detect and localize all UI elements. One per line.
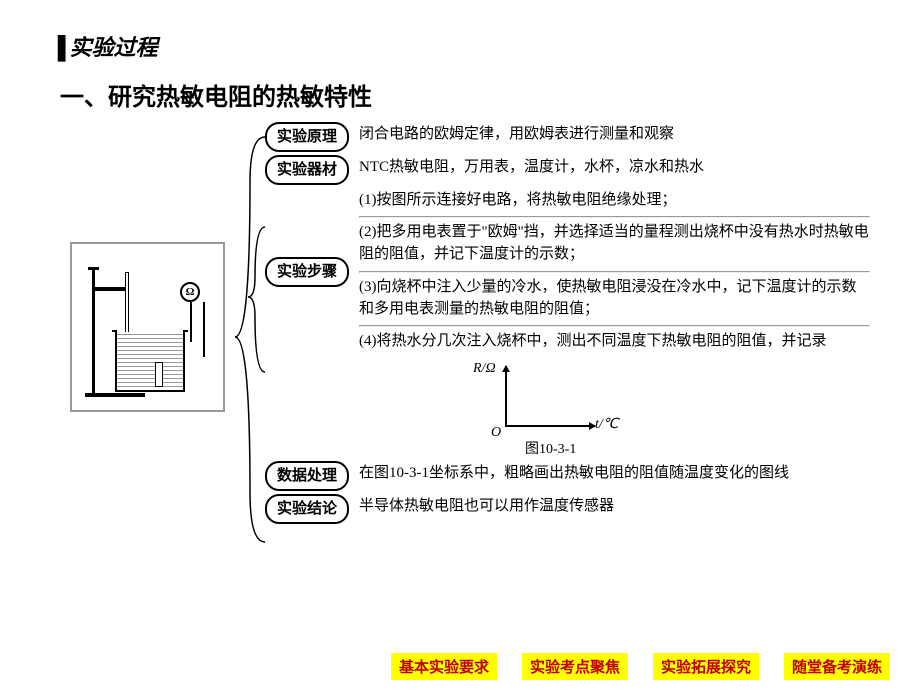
step-item: (1)按图所示连接好电路，将热敏电阻绝缘处理；: [359, 188, 870, 215]
resistor-icon: [155, 362, 163, 387]
conclusion-text: 半导体热敏电阻也可以用作温度传感器: [359, 494, 870, 518]
principle-text: 闭合电路的欧姆定律，用欧姆表进行测量和观察: [359, 122, 870, 146]
equipment-row: 实验器材 NTC热敏电阻，万用表，温度计，水杯，凉水和热水: [265, 155, 870, 185]
main-title: 一、研究热敏电阻的热敏特性: [60, 77, 870, 112]
nav-basic[interactable]: 基本实验要求: [391, 653, 497, 680]
conclusion-label: 实验结论: [265, 494, 349, 524]
nav-practice[interactable]: 随堂备考演练: [784, 653, 890, 680]
section-title: 实验过程: [70, 35, 158, 60]
processing-row: 数据处理 在图10-3-1坐标系中，粗略画出热敏电阻的阻值随温度变化的图线: [265, 461, 870, 491]
origin-label: O: [491, 425, 501, 441]
ohmmeter-icon: Ω: [180, 282, 200, 302]
principle-row: 实验原理 闭合电路的欧姆定律，用欧姆表进行测量和观察: [265, 122, 870, 152]
equipment-text: NTC热敏电阻，万用表，温度计，水杯，凉水和热水: [359, 155, 870, 179]
step-item: (3)向烧杯中注入少量的冷水，使热敏电阻浸没在冷水中，记下温度计的示数和多用电表…: [359, 275, 870, 324]
figure-label: 图10-3-1: [525, 438, 576, 458]
nav-focus[interactable]: 实验考点聚焦: [522, 653, 628, 680]
section-header: ▐实验过程: [50, 30, 870, 62]
steps-row: 实验步骤 (1)按图所示连接好电路，将热敏电阻绝缘处理； (2)把多用电表置于"…: [265, 188, 870, 357]
y-axis-label: R/Ω: [473, 361, 496, 377]
apparatus-diagram: Ω: [70, 242, 250, 527]
principle-label: 实验原理: [265, 122, 349, 152]
x-axis-label: t/℃: [595, 416, 619, 433]
conclusion-row: 实验结论 半导体热敏电阻也可以用作温度传感器: [265, 494, 870, 524]
nav-explore[interactable]: 实验拓展探究: [653, 653, 759, 680]
section-marker: ▐: [50, 35, 66, 60]
processing-label: 数据处理: [265, 461, 349, 491]
step-item: (2)把多用电表置于"欧姆"挡，并选择适当的量程测出烧杯中没有热水时热敏电阻的阻…: [359, 220, 870, 269]
processing-text: 在图10-3-1坐标系中，粗略画出热敏电阻的阻值随温度变化的图线: [359, 461, 870, 485]
coordinate-graph: R/Ω t/℃ O 图10-3-1: [455, 361, 870, 456]
beaker-icon: [115, 332, 185, 392]
equipment-label: 实验器材: [265, 155, 349, 185]
steps-label: 实验步骤: [265, 257, 349, 287]
step-item: (4)将热水分几次注入烧杯中，测出不同温度下热敏电阻的阻值，并记录: [359, 329, 870, 356]
bottom-nav: 基本实验要求 实验考点聚焦 实验拓展探究 随堂备考演练: [391, 653, 890, 680]
